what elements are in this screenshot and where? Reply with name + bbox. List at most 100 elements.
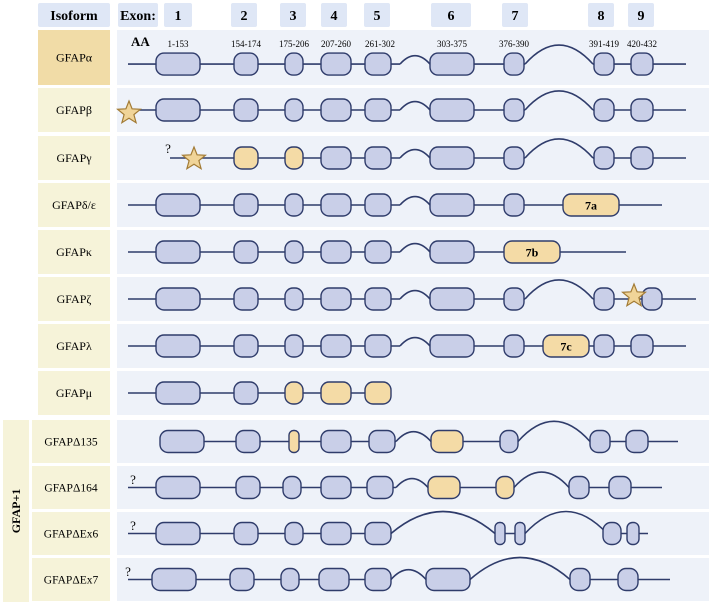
aa-range-8: 391-419 xyxy=(589,39,619,49)
exon-5 xyxy=(364,334,392,358)
exon-5 xyxy=(364,193,392,217)
exon-label: 7a xyxy=(585,199,597,213)
exon-3 xyxy=(284,52,304,76)
unknown-start-mark: ? xyxy=(165,141,171,156)
splice-arc xyxy=(469,556,571,581)
svg-text:7: 7 xyxy=(512,9,519,24)
isoform-name: GFAPλ xyxy=(56,339,92,353)
exon-1 xyxy=(155,240,201,264)
exon-header-label: Exon: xyxy=(120,9,156,24)
exon-3 xyxy=(284,146,304,170)
isoform-row: GFAPΔ164? xyxy=(32,466,709,509)
isoform-name: GFAPΔEx7 xyxy=(44,575,99,587)
exon-6 xyxy=(427,475,461,500)
exon-4 xyxy=(320,475,352,500)
splice-arc xyxy=(524,510,608,535)
splice-arc xyxy=(524,138,594,159)
svg-text:2: 2 xyxy=(241,9,248,24)
exon-2 xyxy=(233,521,259,546)
exon-8 xyxy=(569,567,591,592)
exon-4 xyxy=(320,98,352,122)
unknown-start-mark: ? xyxy=(125,564,131,579)
exon-7c: 7c xyxy=(542,334,590,358)
exon-9 xyxy=(608,475,632,500)
exon-1 xyxy=(155,193,201,217)
isoform-name: GFAPΔ164 xyxy=(44,483,97,495)
isoform-label-box xyxy=(32,512,110,555)
isoform-name: GFAPμ xyxy=(56,386,92,400)
exon-7 xyxy=(503,52,525,76)
aa-range-4: 207-260 xyxy=(321,39,351,49)
group-bar xyxy=(3,420,29,602)
splice-arc xyxy=(390,510,496,535)
exon-4 xyxy=(320,287,352,311)
isoform-label-box xyxy=(38,183,110,227)
exon-1 xyxy=(155,381,201,405)
isoform-name: GFAPκ xyxy=(56,245,92,259)
exon-7 xyxy=(499,429,519,454)
isoform-row: GFAPκ 7b xyxy=(38,230,709,274)
isoform-row: GFAPδ/ε 7a xyxy=(38,183,709,227)
exon-6 xyxy=(429,240,475,264)
exon-8 xyxy=(593,334,615,358)
exon-3 xyxy=(284,240,304,264)
exon-3 xyxy=(284,287,304,311)
exon-8 xyxy=(589,429,611,454)
isoform-label-box xyxy=(38,30,110,85)
exon-6 xyxy=(429,334,475,358)
row-band xyxy=(117,30,709,85)
aa-range-5: 261-302 xyxy=(365,39,395,49)
exon-9 xyxy=(617,567,639,592)
isoform-label-box xyxy=(38,277,110,321)
exon-2 xyxy=(229,567,255,592)
svg-text:1: 1 xyxy=(175,9,182,24)
exon-3 xyxy=(284,334,304,358)
exon-6 xyxy=(430,429,464,454)
exon-1 xyxy=(155,334,201,358)
aa-range-3: 175-206 xyxy=(279,39,309,49)
svg-text:6: 6 xyxy=(448,9,455,24)
splice-arc xyxy=(399,336,431,347)
splice-arc xyxy=(395,477,429,489)
exon-2 xyxy=(233,240,259,264)
aa-range-7: 376-390 xyxy=(499,39,529,49)
exon-9 xyxy=(630,98,654,122)
svg-text:5: 5 xyxy=(374,9,381,24)
exon-number-3: 3 xyxy=(280,3,306,27)
exon-5 xyxy=(364,287,392,311)
exon-8 xyxy=(593,98,615,122)
isoform-name: GFAPα xyxy=(56,51,93,65)
exon-number-5: 5 xyxy=(364,3,390,27)
isoform-row: GFAPβ xyxy=(38,88,709,132)
isoform-rows: GFAPα AA 1-153 154-174 175-206 207-260 261-302… xyxy=(32,30,709,601)
isoform-row: GFAPγ? xyxy=(38,136,709,180)
exon-4 xyxy=(320,429,352,454)
exon-7b: 7b xyxy=(503,240,561,264)
isoform-name: GFAPΔEx6 xyxy=(44,529,99,541)
gfap-plus1-group: GFAP+1 xyxy=(3,420,29,602)
exon-9 xyxy=(630,334,654,358)
splice-arc xyxy=(395,430,432,443)
aa-range-2: 154-174 xyxy=(231,39,261,49)
isoform-name: GFAPδ/ε xyxy=(52,198,96,212)
exon-1 xyxy=(155,52,201,76)
isoform-name: GFAPΔ135 xyxy=(44,437,97,449)
exon-8 xyxy=(568,475,590,500)
splice-arc xyxy=(399,195,431,206)
exon-4 xyxy=(318,567,350,592)
exon-8 xyxy=(593,287,615,311)
exon-4 xyxy=(320,52,352,76)
exon-6 xyxy=(429,193,475,217)
exon-5 xyxy=(364,98,392,122)
svg-text:4: 4 xyxy=(331,9,338,24)
exon-6 xyxy=(425,567,471,592)
exon-number-6: 6 xyxy=(431,3,471,27)
svg-text:3: 3 xyxy=(290,9,297,24)
exon-7 xyxy=(503,287,525,311)
isoform-label-box xyxy=(38,230,110,274)
exon-5 xyxy=(364,240,392,264)
isoform-row: GFAPα AA 1-153 154-174 175-206 207-260 261-302… xyxy=(38,30,709,85)
isoform-name: GFAPγ xyxy=(56,151,92,165)
aa-range-9: 420-432 xyxy=(627,39,657,49)
